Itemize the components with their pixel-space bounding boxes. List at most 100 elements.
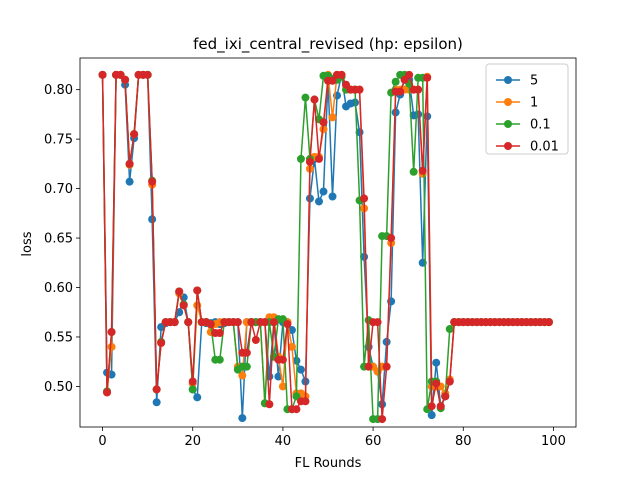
data-point: [278, 355, 287, 364]
data-point: [319, 187, 328, 196]
data-point: [251, 335, 260, 344]
data-point: [188, 385, 197, 394]
data-point: [328, 113, 337, 122]
y-tick-label: 0.65: [44, 232, 73, 247]
data-point: [170, 318, 179, 327]
data-point: [125, 177, 134, 186]
data-point: [148, 177, 157, 186]
y-tick-label: 0.80: [44, 83, 73, 98]
data-point: [296, 365, 305, 374]
data-point: [152, 398, 161, 407]
data-point: [152, 385, 161, 394]
data-point: [269, 318, 278, 327]
data-point: [292, 405, 301, 414]
data-point: [98, 70, 107, 79]
data-point: [314, 154, 323, 163]
legend-item-1: 1: [496, 96, 538, 111]
y-tick-label: 0.55: [44, 330, 73, 345]
data-point: [242, 362, 251, 371]
data-point: [328, 192, 337, 201]
data-point: [314, 197, 323, 206]
legend-label: 0.1: [530, 118, 551, 133]
x-tick-label: 80: [455, 434, 472, 449]
data-point: [360, 194, 369, 203]
legend-marker: [504, 98, 512, 106]
legend-marker: [504, 76, 512, 84]
data-point: [364, 362, 373, 371]
data-point: [409, 167, 418, 176]
legend-item-5: 5: [496, 74, 538, 89]
data-point: [107, 328, 116, 337]
data-point: [418, 166, 427, 175]
legend-box: [485, 63, 569, 155]
data-point: [179, 301, 188, 310]
data-point: [544, 318, 553, 327]
data-point: [382, 362, 391, 371]
data-point: [283, 320, 292, 329]
data-point: [278, 382, 287, 391]
legend-label: 0.01: [530, 140, 559, 155]
data-point: [265, 400, 274, 409]
legend-item-0.1: 0.1: [496, 118, 551, 133]
legend-label: 5: [530, 74, 538, 89]
x-tick-label: 20: [184, 434, 201, 449]
data-point: [107, 342, 116, 351]
legend-marker: [504, 120, 512, 128]
data-point: [427, 411, 436, 420]
chart-title: fed_ixi_central_revised (hp: epsilon): [193, 35, 463, 54]
axes: 0 20 40 60 80 100 0.50 0.55 0.60 0.65 0.70 0.75 0.80: [44, 57, 577, 449]
series-0.01: [98, 70, 553, 424]
data-point: [233, 318, 242, 327]
data-point: [382, 337, 391, 346]
data-point: [184, 318, 193, 327]
data-point: [143, 70, 152, 79]
y-tick-label: 0.70: [44, 182, 73, 197]
legend-marker: [504, 142, 512, 150]
data-point: [414, 85, 423, 94]
data-point: [355, 85, 364, 94]
y-tick-label: 0.60: [44, 281, 73, 296]
data-point: [319, 118, 328, 127]
data-point: [157, 338, 166, 347]
data-point: [242, 348, 251, 357]
data-point: [188, 377, 197, 386]
data-point: [121, 75, 130, 84]
data-point: [247, 318, 256, 327]
data-point: [432, 358, 441, 367]
data-point: [301, 397, 310, 406]
data-point: [396, 87, 405, 96]
legend-label: 1: [530, 96, 538, 111]
data-point: [215, 329, 224, 338]
data-point: [305, 157, 314, 166]
y-tick-label: 0.50: [44, 380, 73, 395]
data-point: [238, 414, 247, 423]
data-point: [387, 234, 396, 243]
legend: 5 1 0.1 0.01: [485, 63, 569, 155]
data-point: [391, 77, 400, 86]
data-point: [287, 342, 296, 351]
x-tick-label: 40: [275, 434, 292, 449]
data-point: [125, 159, 134, 168]
axes-frame: [79, 57, 577, 428]
data-point: [148, 215, 157, 224]
x-tick-label: 60: [365, 434, 382, 449]
data-point: [414, 110, 423, 119]
legend-item-0.01: 0.01: [496, 140, 559, 155]
data-point: [337, 70, 346, 79]
data-point: [193, 286, 202, 295]
data-point: [238, 371, 247, 380]
data-point: [432, 379, 441, 388]
data-point: [378, 415, 387, 424]
x-tick-label: 100: [541, 434, 566, 449]
y-tick-label: 0.75: [44, 133, 73, 148]
x-axis-label: FL Rounds: [295, 456, 362, 471]
data-point: [328, 76, 337, 85]
data-point: [193, 393, 202, 402]
data-point: [445, 325, 454, 334]
data-point: [319, 125, 328, 134]
data-point: [445, 377, 454, 386]
series-layer: [98, 70, 553, 424]
data-point: [103, 388, 112, 397]
plot-area: [98, 70, 553, 424]
